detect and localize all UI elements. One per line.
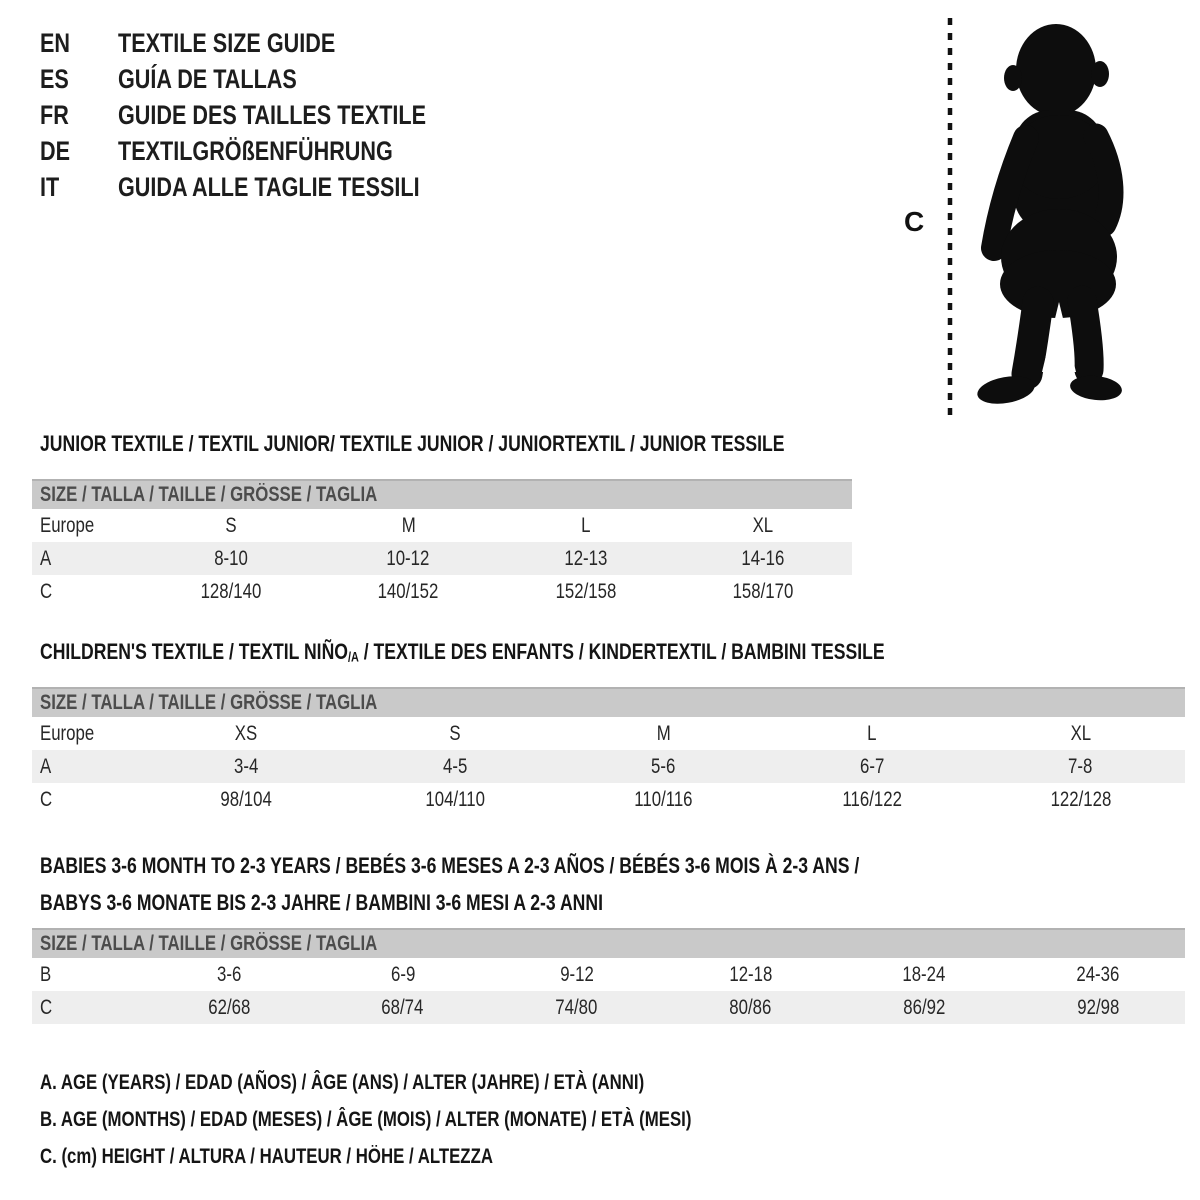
- size-header-bar: SIZE / TALLA / TAILLE / GRÖSSE / TAGLIA: [32, 479, 852, 509]
- measure-c-label: C: [904, 206, 925, 237]
- lang-title: TEXTILGRÖßENFÜHRUNG: [118, 135, 393, 166]
- size-header-text: SIZE / TALLA / TAILLE / GRÖSSE / TAGLIA: [40, 932, 378, 955]
- size-header-bar: SIZE / TALLA / TAILLE / GRÖSSE / TAGLIA: [32, 687, 1185, 717]
- lang-code: DE: [40, 135, 71, 166]
- row-label: Europe: [40, 513, 95, 537]
- table-cell: 80/86: [729, 995, 772, 1019]
- row-label: C: [40, 579, 53, 603]
- lang-code: FR: [40, 99, 69, 130]
- table-cell: 98/104: [220, 787, 272, 811]
- table-cell: 6-7: [859, 754, 885, 778]
- table-cell: 140/152: [377, 579, 439, 603]
- children-title-text: CHILDREN'S TEXTILE / TEXTIL NIÑO/A / TEX…: [40, 639, 885, 665]
- table-row: A 8-10 10-12 12-13 14-16: [32, 542, 852, 575]
- table-cell: 6-9: [390, 962, 415, 986]
- lang-row-es: ES GUÍA DE TALLAS: [40, 61, 503, 97]
- table-cell: 62/68: [207, 995, 250, 1019]
- language-title-list: EN TEXTILE SIZE GUIDE ES GUÍA DE TALLAS …: [40, 25, 503, 205]
- table-cell: L: [581, 513, 591, 537]
- table-row: C 128/140 140/152 152/158 158/170: [32, 575, 852, 608]
- table-cell: 4-5: [442, 754, 468, 778]
- table-cell: 12-18: [728, 962, 772, 986]
- table-cell: 158/170: [732, 579, 794, 603]
- table-cell: 104/110: [425, 787, 485, 811]
- table-row: Europe XS S M L XL: [32, 717, 1185, 750]
- table-row: B 3-6 6-9 9-12 12-18 18-24 24-36: [32, 958, 1185, 991]
- table-cell: 74/80: [555, 995, 598, 1019]
- table-row: Europe S M L XL: [32, 509, 852, 542]
- size-header-bar: SIZE / TALLA / TAILLE / GRÖSSE / TAGLIA: [32, 928, 1185, 958]
- legend-line-a: A. AGE (YEARS) / EDAD (AÑOS) / ÂGE (ANS)…: [40, 1071, 645, 1094]
- lang-title: GUIDE DES TAILLES TEXTILE: [118, 99, 427, 130]
- lang-row-it: IT GUIDA ALLE TAGLIE TESSILI: [40, 169, 503, 205]
- table-cell: S: [449, 721, 461, 745]
- table-cell: 8-10: [213, 546, 248, 570]
- table-cell: M: [401, 513, 416, 537]
- table-cell: 92/98: [1077, 995, 1120, 1019]
- junior-size-table: SIZE / TALLA / TAILLE / GRÖSSE / TAGLIA …: [32, 479, 852, 608]
- table-cell: 152/158: [555, 579, 617, 603]
- table-cell: 122/128: [1050, 787, 1112, 811]
- lang-title: GUIDA ALLE TAGLIE TESSILI: [118, 171, 420, 202]
- lang-row-fr: FR GUIDE DES TAILLES TEXTILE: [40, 97, 503, 133]
- row-label: A: [40, 754, 52, 778]
- table-cell: L: [867, 721, 877, 745]
- table-cell: 24-36: [1076, 962, 1120, 986]
- legend-line-b: B. AGE (MONTHS) / EDAD (MESES) / ÂGE (MO…: [40, 1108, 692, 1131]
- toddler-silhouette-icon: [947, 18, 1124, 416]
- lang-row-en: EN TEXTILE SIZE GUIDE: [40, 25, 503, 61]
- table-cell: 116/122: [842, 787, 902, 811]
- table-cell: XL: [752, 513, 774, 537]
- table-cell: S: [225, 513, 237, 537]
- table-cell: 86/92: [903, 995, 946, 1019]
- legend-line-c: C. (cm) HEIGHT / ALTURA / HAUTEUR / HÖHE…: [40, 1145, 493, 1168]
- size-header-text: SIZE / TALLA / TAILLE / GRÖSSE / TAGLIA: [40, 691, 378, 714]
- row-label: C: [40, 787, 53, 811]
- junior-title-text: JUNIOR TEXTILE / TEXTIL JUNIOR/ TEXTILE …: [40, 431, 785, 456]
- table-cell: 3-4: [234, 754, 259, 778]
- height-measure-figure: C: [880, 10, 1170, 425]
- table-row: A 3-4 4-5 5-6 6-7 7-8: [32, 750, 1185, 783]
- table-cell: 128/140: [200, 579, 262, 603]
- row-label: A: [40, 546, 52, 570]
- babies-size-table: SIZE / TALLA / TAILLE / GRÖSSE / TAGLIA …: [32, 928, 1185, 1024]
- lang-code: EN: [40, 27, 71, 58]
- table-row: C 62/68 68/74 74/80 80/86 86/92 92/98: [32, 991, 1185, 1024]
- table-row: C 98/104 104/110 110/116 116/122 122/128: [32, 783, 1185, 816]
- lang-code: IT: [40, 171, 60, 202]
- babies-title-line2: BABYS 3-6 MONATE BIS 2-3 JAHRE / BAMBINI…: [40, 890, 603, 915]
- children-section-title: CHILDREN'S TEXTILE / TEXTIL NIÑO/A / TEX…: [40, 639, 1096, 665]
- lang-code: ES: [40, 63, 69, 94]
- table-cell: XS: [235, 721, 258, 745]
- size-header-text: SIZE / TALLA / TAILLE / GRÖSSE / TAGLIA: [40, 483, 378, 506]
- row-label: Europe: [40, 721, 95, 745]
- babies-title-line1: BABIES 3-6 MONTH TO 2-3 YEARS / BEBÉS 3-…: [40, 853, 860, 878]
- lang-title: GUÍA DE TALLAS: [118, 63, 297, 94]
- table-cell: 14-16: [741, 546, 785, 570]
- children-size-table: SIZE / TALLA / TAILLE / GRÖSSE / TAGLIA …: [32, 687, 1185, 816]
- table-cell: 10-12: [386, 546, 430, 570]
- row-label: B: [40, 962, 52, 986]
- table-cell: 3-6: [216, 962, 242, 986]
- lang-title: TEXTILE SIZE GUIDE: [118, 27, 336, 58]
- table-cell: 12-13: [564, 546, 608, 570]
- table-cell: M: [656, 721, 671, 745]
- table-cell: 9-12: [559, 962, 594, 986]
- table-cell: 18-24: [902, 962, 946, 986]
- table-cell: XL: [1070, 721, 1091, 745]
- babies-section-title: BABIES 3-6 MONTH TO 2-3 YEARS / BEBÉS 3-…: [40, 847, 1064, 921]
- lang-row-de: DE TEXTILGRÖßENFÜHRUNG: [40, 133, 503, 169]
- table-cell: 110/116: [634, 787, 693, 811]
- junior-section-title: JUNIOR TEXTILE / TEXTIL JUNIOR/ TEXTILE …: [40, 431, 971, 457]
- table-cell: 68/74: [381, 995, 424, 1019]
- row-label: C: [40, 995, 53, 1019]
- measure-legend: A. AGE (YEARS) / EDAD (AÑOS) / ÂGE (ANS)…: [40, 1064, 854, 1175]
- table-cell: 5-6: [651, 754, 676, 778]
- table-cell: 7-8: [1068, 754, 1093, 778]
- toddler-shape: [977, 24, 1124, 404]
